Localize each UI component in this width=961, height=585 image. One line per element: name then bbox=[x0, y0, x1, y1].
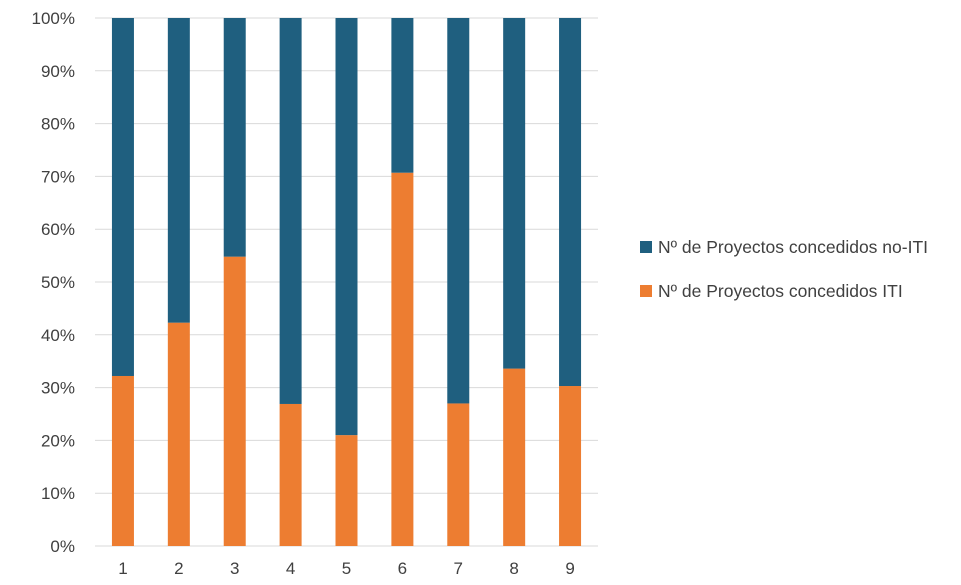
y-tick-label: 90% bbox=[41, 62, 75, 81]
y-tick-label: 10% bbox=[41, 484, 75, 503]
x-tick-label: 7 bbox=[454, 559, 463, 578]
bar-segment-no-iti bbox=[559, 18, 582, 387]
legend-item: Nº de Proyectos concedidos ITI bbox=[640, 276, 950, 306]
bar-segment-iti bbox=[447, 403, 470, 546]
x-tick-label: 8 bbox=[509, 559, 518, 578]
y-tick-label: 40% bbox=[41, 326, 75, 345]
x-tick-label: 2 bbox=[174, 559, 183, 578]
y-tick-label: 70% bbox=[41, 167, 75, 186]
bar-segment-iti bbox=[167, 322, 190, 546]
bar-segment-iti bbox=[503, 368, 526, 546]
bar-segment-no-iti bbox=[167, 18, 190, 323]
bar-segment-iti bbox=[223, 256, 246, 546]
bar-segment-iti bbox=[111, 375, 134, 546]
legend-swatch bbox=[640, 241, 652, 253]
x-tick-label: 5 bbox=[342, 559, 351, 578]
x-tick-label: 1 bbox=[118, 559, 127, 578]
bar-segment-iti bbox=[391, 172, 414, 547]
legend: Nº de Proyectos concedidos no-ITI Nº de P… bbox=[640, 232, 950, 320]
bar-segment-iti bbox=[279, 403, 302, 546]
bar-segment-no-iti bbox=[111, 18, 134, 376]
x-tick-label: 9 bbox=[565, 559, 574, 578]
y-tick-label: 0% bbox=[50, 537, 75, 556]
bar-segment-no-iti bbox=[335, 18, 358, 436]
legend-swatch bbox=[640, 285, 652, 297]
bar-segment-no-iti bbox=[391, 18, 414, 173]
y-tick-label: 50% bbox=[41, 273, 75, 292]
x-axis-tick-labels: 1 2 3 4 5 6 7 8 9 bbox=[118, 559, 575, 578]
bar-segment-no-iti bbox=[503, 18, 526, 369]
bar-segment-no-iti bbox=[223, 18, 246, 257]
bars bbox=[111, 18, 582, 547]
y-tick-label: 20% bbox=[41, 431, 75, 450]
y-tick-label: 80% bbox=[41, 115, 75, 134]
x-tick-label: 3 bbox=[230, 559, 239, 578]
bar-segment-iti bbox=[559, 386, 582, 546]
y-tick-label: 60% bbox=[41, 220, 75, 239]
bar-segment-no-iti bbox=[447, 18, 470, 404]
y-tick-label: 100% bbox=[32, 9, 75, 28]
legend-label: Nº de Proyectos concedidos no-ITI bbox=[658, 237, 928, 257]
legend-label: Nº de Proyectos concedidos ITI bbox=[658, 281, 903, 301]
bar-segment-no-iti bbox=[279, 18, 302, 404]
bar-segment-iti bbox=[335, 435, 358, 546]
x-tick-label: 6 bbox=[398, 559, 407, 578]
x-tick-label: 4 bbox=[286, 559, 295, 578]
legend-item: Nº de Proyectos concedidos no-ITI bbox=[640, 232, 950, 262]
y-axis-tick-labels: 0% 10% 20% 30% 40% 50% 60% 70% 80% 90% 100% bbox=[32, 9, 75, 556]
y-tick-label: 30% bbox=[41, 379, 75, 398]
